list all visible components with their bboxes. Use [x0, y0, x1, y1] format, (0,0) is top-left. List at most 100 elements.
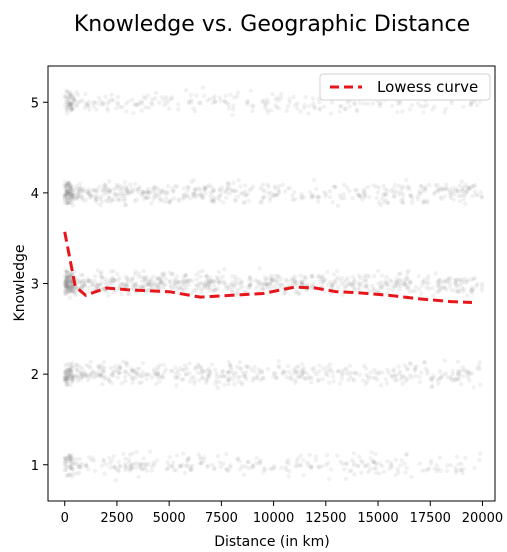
scatter-point — [381, 469, 387, 474]
scatter-point — [245, 285, 250, 290]
scatter-point — [470, 287, 475, 292]
scatter-point — [448, 280, 453, 285]
scatter-point — [182, 283, 187, 288]
scatter-point — [70, 375, 75, 381]
scatter-point — [321, 104, 327, 110]
scatter-point — [438, 286, 443, 291]
scatter-point — [73, 292, 78, 298]
scatter-point — [65, 277, 70, 282]
scatter-point — [186, 456, 191, 461]
scatter-point — [339, 196, 344, 201]
scatter-point — [460, 277, 465, 282]
scatter-point — [107, 195, 112, 201]
scatter-point — [277, 282, 282, 288]
scatter-point — [335, 275, 341, 280]
scatter-point — [171, 188, 177, 193]
scatter-point — [154, 458, 160, 463]
scatter-point — [357, 454, 362, 460]
scatter-point — [70, 288, 75, 293]
scatter-point — [418, 190, 424, 196]
scatter-point — [146, 278, 151, 283]
scatter-point — [246, 191, 251, 197]
scatter-point — [235, 90, 241, 95]
scatter-point — [158, 280, 163, 285]
scatter-point — [448, 284, 453, 289]
scatter-point — [202, 186, 208, 191]
scatter-point — [68, 195, 73, 200]
scatter-point — [113, 193, 118, 198]
scatter-point — [231, 180, 236, 186]
scatter-point — [197, 455, 203, 460]
scatter-point — [300, 281, 305, 287]
scatter-point — [222, 267, 227, 272]
scatter-point — [62, 375, 68, 381]
scatter-point — [437, 278, 442, 284]
scatter-point — [109, 197, 115, 202]
scatter-point — [62, 194, 67, 199]
scatter-point — [255, 373, 260, 378]
scatter-point — [213, 99, 218, 105]
scatter-point — [67, 279, 73, 284]
scatter-point — [450, 371, 455, 377]
scatter-point — [94, 107, 99, 112]
scatter-point — [465, 372, 470, 377]
scatter-point — [79, 370, 84, 375]
scatter-point — [261, 98, 266, 103]
scatter-point — [98, 98, 104, 104]
scatter-point — [89, 194, 94, 199]
scatter-point — [255, 375, 260, 381]
scatter-point — [69, 105, 74, 111]
scatter-point — [200, 375, 205, 380]
scatter-point — [476, 192, 481, 198]
scatter-point — [274, 192, 279, 198]
scatter-point — [193, 191, 198, 196]
scatter-point — [74, 362, 79, 367]
x-tick-label: 15000 — [357, 511, 398, 526]
scatter-point — [65, 183, 70, 188]
scatter-point — [94, 200, 100, 205]
scatter-point — [73, 461, 79, 467]
lowess-curve-layer — [63, 231, 473, 304]
scatter-point — [265, 281, 270, 287]
scatter-point — [305, 460, 310, 465]
scatter-point — [276, 274, 282, 279]
scatter-point — [313, 454, 318, 459]
scatter-point — [64, 189, 70, 194]
scatter-point — [292, 277, 297, 283]
scatter-point — [419, 291, 424, 296]
scatter-point — [106, 376, 111, 381]
scatter-point — [405, 286, 410, 291]
scatter-point — [77, 277, 82, 283]
scatter-point — [260, 282, 265, 287]
scatter-point — [83, 101, 89, 106]
scatter-point — [220, 369, 226, 374]
scatter-point — [409, 103, 415, 108]
scatter-point — [264, 284, 270, 289]
scatter-point — [131, 111, 136, 116]
scatter-point — [108, 365, 114, 371]
scatter-point — [123, 202, 129, 208]
scatter-point — [80, 189, 85, 194]
scatter-point — [206, 372, 211, 378]
scatter-point — [463, 369, 469, 374]
scatter-point — [408, 194, 413, 199]
scatter-point — [93, 189, 99, 194]
scatter-point — [141, 94, 147, 100]
scatter-point — [445, 277, 451, 283]
scatter-point — [302, 376, 308, 382]
scatter-point — [156, 375, 162, 380]
scatter-point — [123, 184, 128, 189]
scatter-point — [65, 371, 70, 376]
scatter-point — [67, 289, 72, 295]
scatter-point — [84, 463, 89, 469]
scatter-point — [67, 472, 73, 477]
x-tick-label: 12500 — [305, 511, 346, 526]
scatter-point — [360, 197, 365, 202]
scatter-point — [474, 283, 479, 289]
scatter-point — [237, 459, 242, 464]
scatter-point — [153, 189, 158, 195]
scatter-point — [80, 98, 85, 103]
scatter-point — [65, 382, 70, 387]
scatter-point — [317, 100, 322, 105]
scatter-point — [190, 464, 195, 469]
